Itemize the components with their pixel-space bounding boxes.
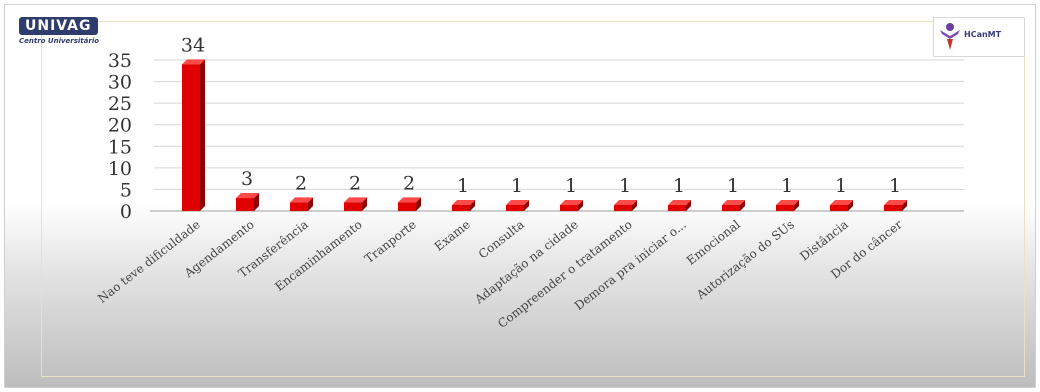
y-tick-label: 35 [108,50,132,72]
gridlines [150,59,964,212]
x-category-label: Nao teve dificuldade [95,217,203,305]
bar-front [614,205,632,211]
bar-front [722,205,740,211]
bar-top [506,200,529,205]
bar-front [344,202,362,211]
x-axis-categories: Nao teve dificuldadeAgendamentoTransferê… [95,217,905,331]
data-labels: 34 3 2 2 2 1 1 1 1 1 1 1 1 1 [181,34,901,197]
x-category-label: Autorização do SUs [693,217,797,302]
univag-subtitle: Centro Universitário [19,37,100,45]
data-label: 3 [241,168,253,190]
bar-side [902,200,907,211]
bar-top [776,200,799,205]
bar-front [236,198,254,211]
data-label: 1 [619,175,631,197]
bar-side [362,197,367,211]
bar-front [884,205,902,211]
data-label: 2 [403,172,415,194]
data-label: 1 [727,175,739,197]
bar [884,200,907,211]
bar [830,200,853,211]
data-label: 1 [889,175,901,197]
bar-side [200,59,205,211]
bar [236,193,259,211]
bar-side [308,197,313,211]
hcanmt-logo-icon [940,23,960,50]
y-tick-label: 10 [108,158,132,180]
bar-top [668,200,691,205]
bar-top [182,59,205,65]
bar-front [290,202,308,211]
bar-top [398,197,421,203]
data-label: 1 [511,175,523,197]
y-tick-label: 15 [108,136,132,158]
x-category-label: Exame [432,217,473,253]
x-category-label: Distância [797,217,851,263]
chart-frame [41,21,1025,377]
bar-top [452,200,475,205]
bar-top [884,200,907,205]
hcanmt-name: HCanMT [964,30,1002,39]
bar-side [632,200,637,211]
y-tick-label: 25 [108,93,132,115]
data-label: 1 [457,175,469,197]
bar-top [614,200,637,205]
bar-front [506,205,524,211]
bar-front [776,205,794,211]
x-category-label: Adaptação na cidade [471,217,580,307]
bar-side [740,200,745,211]
bar-side [578,200,583,211]
bar-top [830,200,853,205]
data-label: 1 [835,175,847,197]
bar-top [344,197,367,203]
bar [290,197,313,211]
bar-side [686,200,691,211]
bar [452,200,475,211]
bar-top [290,197,313,203]
bar [344,197,367,211]
univag-logo: UNIVAG Centro Universitário [19,15,119,49]
bar [182,59,205,211]
y-tick-label: 5 [120,179,132,201]
bar [506,200,529,211]
bar [398,197,421,211]
bar-front [398,202,416,211]
bar-side [524,200,529,211]
bar-front [182,64,200,211]
y-tick-label: 0 [120,201,132,223]
bar-side [848,200,853,211]
bar [614,200,637,211]
data-label: 34 [181,34,205,56]
x-category-label: Tranporte [362,217,419,266]
univag-wordmark: UNIVAG [19,17,98,35]
bar-side [794,200,799,211]
data-label: 2 [295,172,307,194]
data-label: 1 [781,175,793,197]
x-category-label: Consulta [476,217,527,261]
bar [560,200,583,211]
bar [722,200,745,211]
data-label: 1 [673,175,685,197]
bar-side [470,200,475,211]
bar-front [560,205,578,211]
y-tick-label: 20 [108,115,132,137]
bar-side [416,197,421,211]
bar-front [830,205,848,211]
bar-top [560,200,583,205]
bar-side [254,193,259,211]
bars [182,59,907,211]
data-label: 2 [349,172,361,194]
bar-top [236,193,259,199]
data-label: 1 [565,175,577,197]
bar [668,200,691,211]
hcanmt-logo: HCanMT [933,17,1025,57]
bar-front [452,205,470,211]
bar [776,200,799,211]
y-tick-label: 30 [108,72,132,94]
bar-front [668,205,686,211]
bar-top [722,200,745,205]
slide-background: UNIVAG Centro Universitário HCanMT [4,4,1036,388]
